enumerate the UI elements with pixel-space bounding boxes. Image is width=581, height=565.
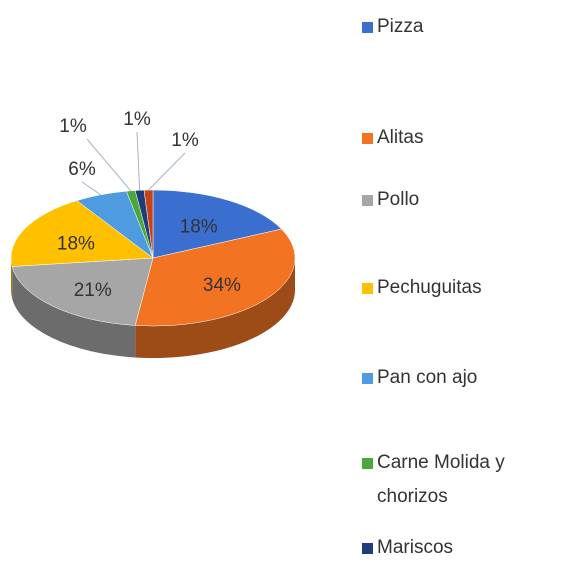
legend-item: Pollo (360, 183, 572, 217)
legend-item: Pizza (360, 10, 572, 44)
slice-side (11, 258, 13, 299)
data-label: 34% (203, 275, 241, 296)
legend-swatch (362, 22, 373, 33)
leader-line (136, 131, 141, 191)
slice-side (12, 266, 136, 358)
legend-label: Pan con ajo (377, 367, 478, 388)
slice-side (135, 258, 295, 358)
data-label: 18% (180, 217, 218, 238)
data-label: 18% (57, 234, 95, 255)
leader-line (148, 152, 186, 191)
data-label: 6% (68, 159, 96, 180)
legend-label: Mariscos (377, 537, 454, 558)
legend-swatch (362, 283, 373, 294)
legend-item: Pechuguitas (360, 271, 572, 305)
leader-line (81, 181, 102, 196)
slice (152, 189, 282, 259)
slice (134, 228, 296, 327)
legend-label: Pechuguitas (377, 277, 482, 298)
data-label: 1% (59, 116, 87, 137)
legend-item: Alitas (360, 121, 572, 155)
data-label: 1% (171, 130, 199, 151)
legend-swatch (362, 543, 373, 554)
legend-label: Carne Molida y chorizos (377, 452, 505, 507)
legend-swatch (362, 195, 373, 206)
legend-item: Mariscos (360, 531, 572, 565)
data-label: 1% (123, 109, 151, 130)
legend-swatch (362, 373, 373, 384)
legend-label: Pizza (377, 16, 424, 37)
data-label: 21% (74, 280, 112, 301)
slice (11, 257, 154, 326)
leader-line (86, 138, 132, 192)
legend-item: Pan con ajo (360, 361, 572, 395)
legend-label: Pollo (377, 189, 420, 210)
legend-item: Carne Molida y chorizos (360, 446, 572, 514)
legend-swatch (362, 458, 373, 469)
legend-swatch (362, 133, 373, 144)
legend-label: Alitas (377, 127, 424, 148)
slice (10, 200, 154, 267)
